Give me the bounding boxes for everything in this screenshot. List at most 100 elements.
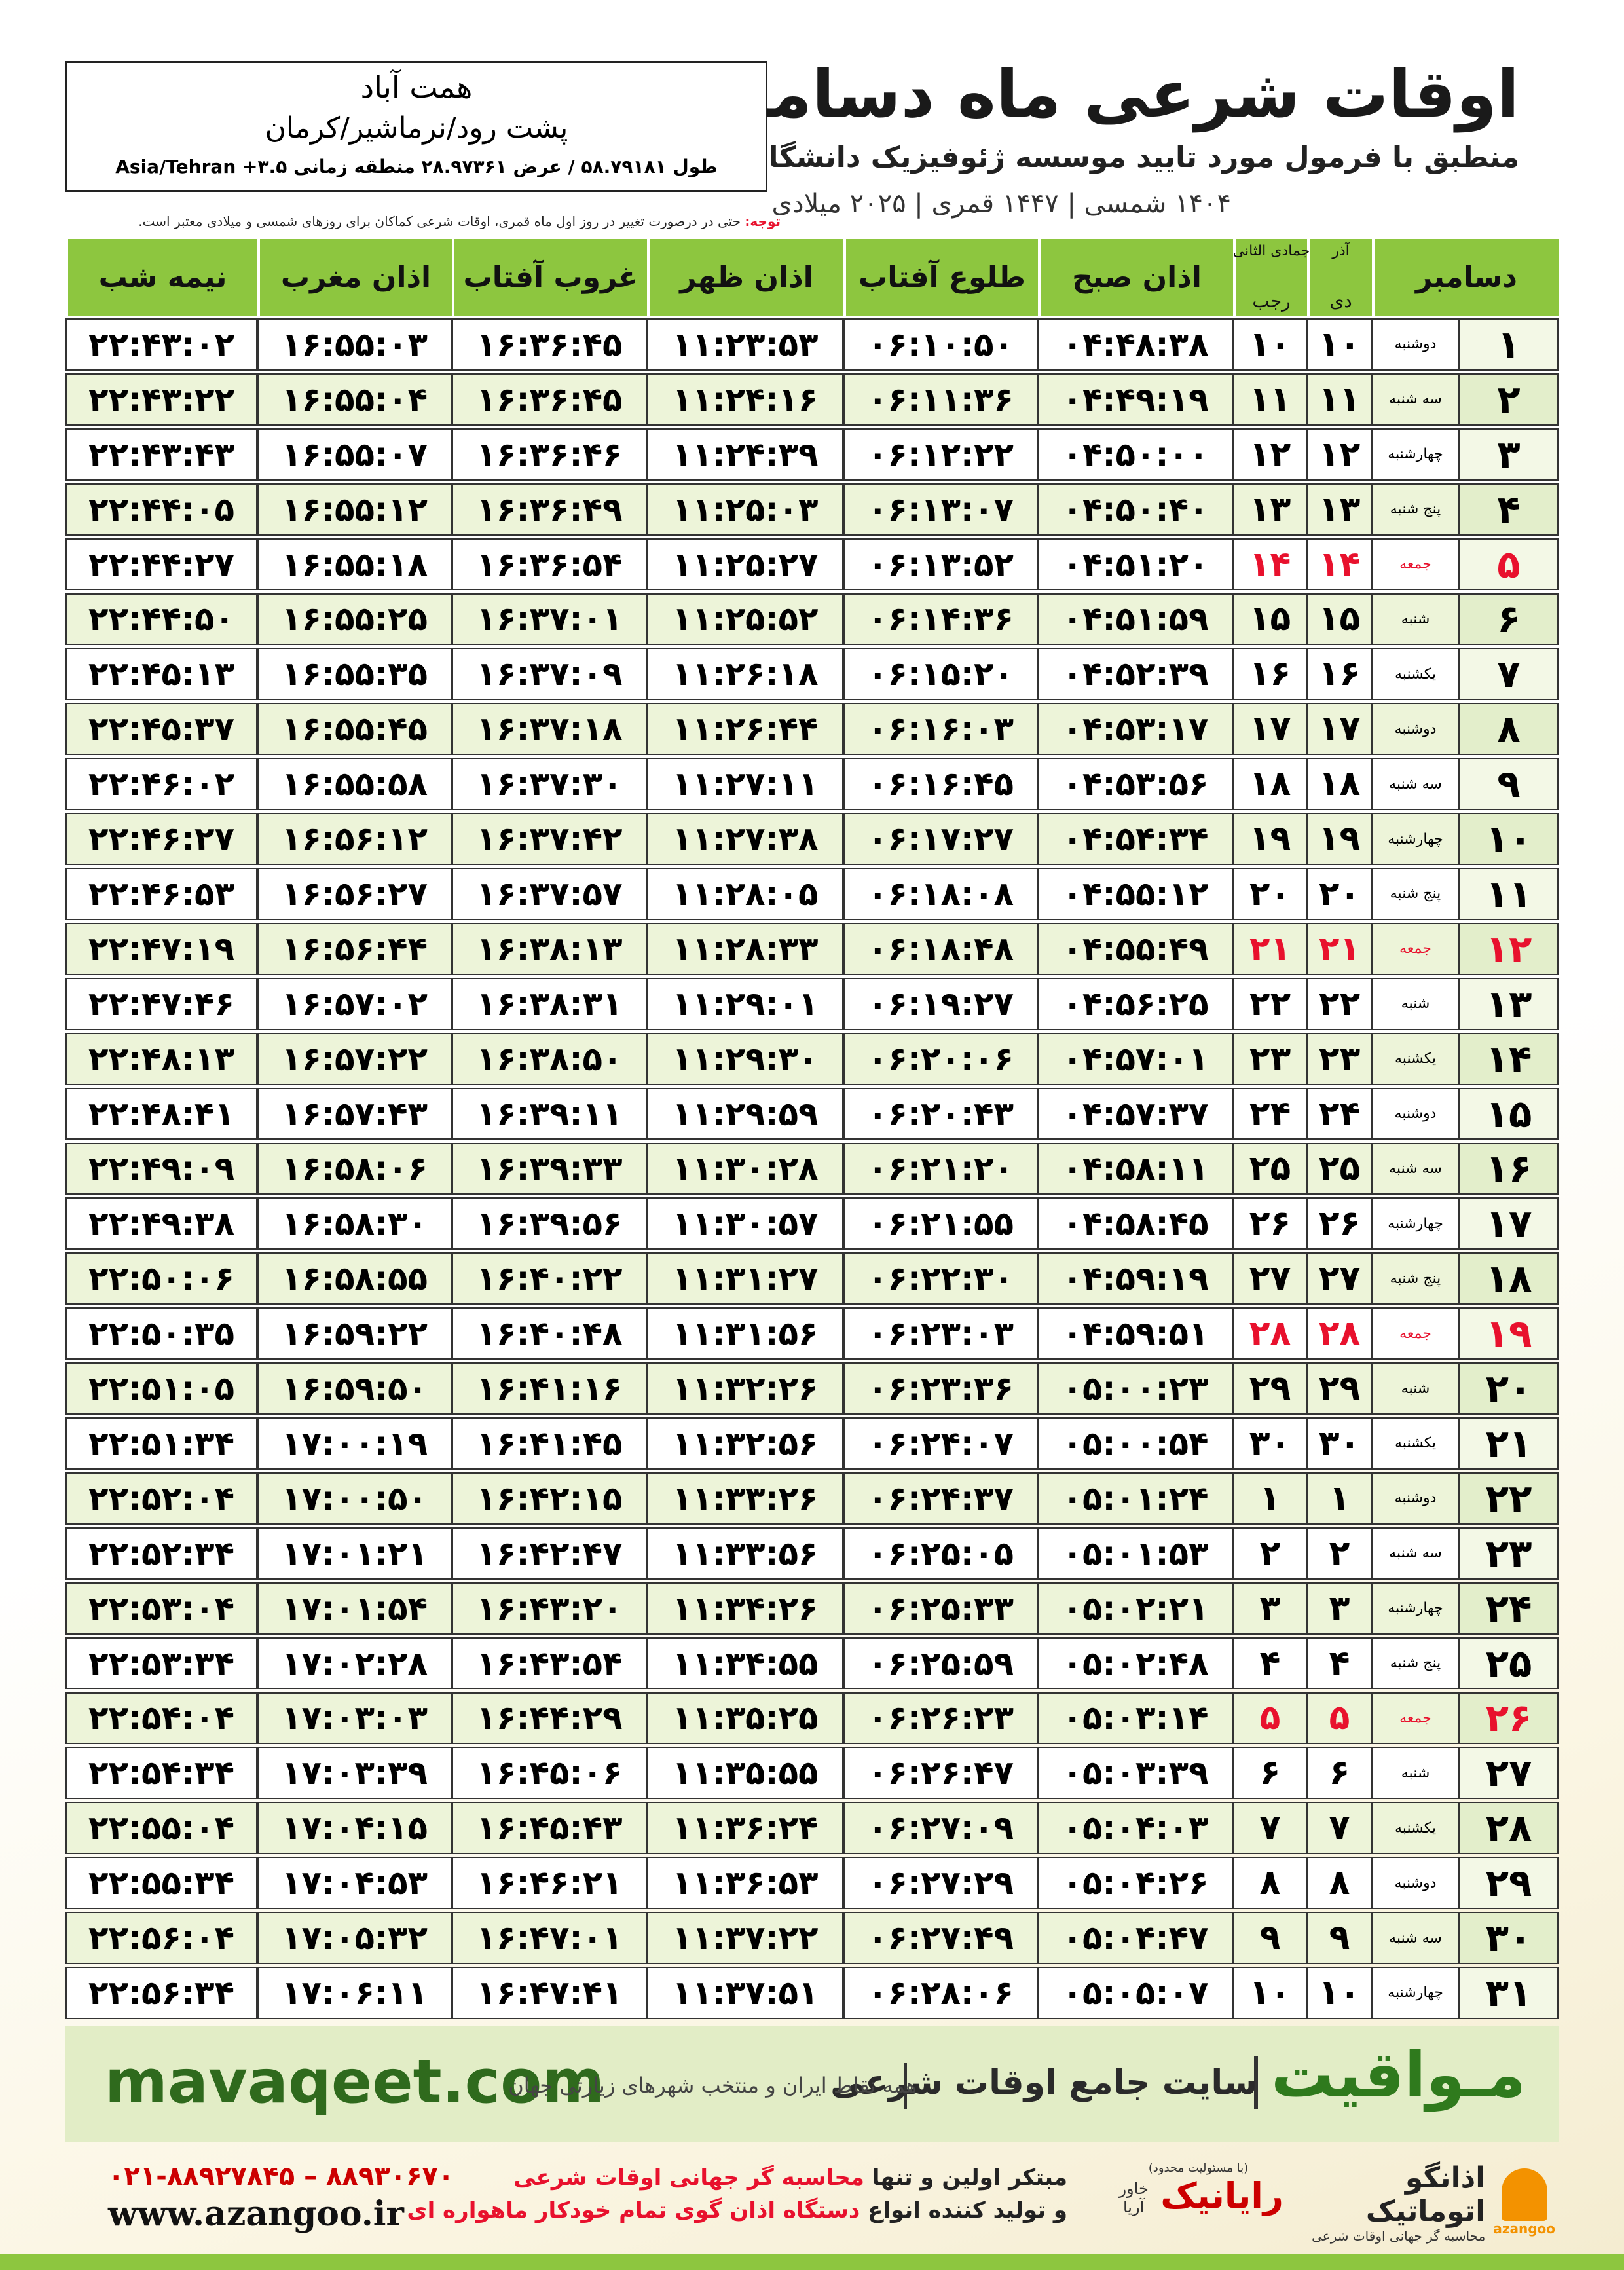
logo-mark: azangoo (1493, 2221, 1555, 2237)
time: ۰۶:۲۱:۵۵ (843, 1197, 1038, 1250)
logo-sub: خاور آریا (1118, 2180, 1149, 2216)
separator (904, 2063, 907, 2109)
weekday: جمعه (1372, 538, 1459, 591)
day: ۸ (1459, 703, 1559, 756)
lunar-day: ۱۳ (1233, 483, 1307, 536)
time: ۱۱:۲۸:۰۵ (647, 868, 843, 920)
weekday: یکشنبه (1372, 1802, 1459, 1855)
solar-day: ۷ (1307, 1802, 1372, 1855)
day: ۲۰ (1459, 1362, 1559, 1415)
time: ۲۲:۵۱:۳۴ (65, 1417, 257, 1470)
website: www.azangoo.ir (108, 2194, 404, 2234)
solar-day: ۲۴ (1307, 1087, 1372, 1140)
text: و تولید کننده انواع (868, 2197, 1067, 2223)
time: ۰۴:۵۴:۳۴ (1038, 813, 1233, 865)
time: ۱۱:۲۴:۳۹ (647, 428, 843, 481)
time: ۱۱:۳۳:۵۶ (647, 1527, 843, 1580)
time: ۲۲:۵۰:۰۶ (65, 1252, 257, 1305)
solar-day: ۱۵ (1307, 593, 1372, 646)
day: ۱۲ (1459, 922, 1559, 975)
lunar-day: ۱۱ (1233, 373, 1307, 426)
time: ۱۶:۳۷:۴۲ (452, 813, 647, 865)
time: ۰۴:۵۱:۵۹ (1038, 593, 1233, 646)
day: ۵ (1459, 538, 1559, 591)
column-header: اذان مغرب (257, 239, 452, 316)
time: ۰۴:۵۶:۲۵ (1038, 977, 1233, 1030)
time: ۱۶:۴۵:۰۶ (452, 1747, 647, 1800)
solar-day: ۱۶ (1307, 648, 1372, 701)
time: ۱۶:۵۷:۰۲ (257, 977, 452, 1030)
time: ۱۱:۳۱:۲۷ (647, 1252, 843, 1305)
time: ۲۲:۵۳:۳۴ (65, 1637, 257, 1690)
time: ۱۶:۴۵:۴۳ (452, 1802, 647, 1855)
time: ۰۶:۲۵:۳۳ (843, 1582, 1038, 1635)
weekday: سه شنبه (1372, 1527, 1459, 1580)
logo-sub: محاسبه گر جهانی اوقات شرعی (1312, 2228, 1486, 2244)
time: ۰۵:۰۳:۳۹ (1038, 1747, 1233, 1800)
solar-day: ۲۳ (1307, 1032, 1372, 1085)
day: ۹ (1459, 758, 1559, 811)
time: ۰۴:۴۹:۱۹ (1038, 373, 1233, 426)
solar-day: ۲۱ (1307, 922, 1372, 975)
time: ۱۶:۵۵:۰۴ (257, 373, 452, 426)
time: ۱۷:۰۱:۲۱ (257, 1527, 452, 1580)
time: ۱۶:۳۶:۴۶ (452, 428, 647, 481)
time: ۰۵:۰۱:۲۴ (1038, 1472, 1233, 1525)
lunar-day: ۲۷ (1233, 1252, 1307, 1305)
time: ۱۱:۲۹:۳۰ (647, 1032, 843, 1085)
time: ۲۲:۴۹:۳۸ (65, 1197, 257, 1250)
lunar-day: ۲۱ (1233, 922, 1307, 975)
time: ۱۱:۳۰:۵۷ (647, 1197, 843, 1250)
time: ۰۶:۲۰:۰۶ (843, 1032, 1038, 1085)
lunar-day: ۱۹ (1233, 813, 1307, 865)
time: ۲۲:۵۶:۳۴ (65, 1967, 257, 2019)
time: ۰۴:۵۹:۱۹ (1038, 1252, 1233, 1305)
weekday: دوشنبه (1372, 1857, 1459, 1910)
solar-day: ۱۲ (1307, 428, 1372, 481)
weekday: جمعه (1372, 1307, 1459, 1360)
column-header: آذر دی (1307, 239, 1372, 316)
time: ۱۱:۲۳:۵۳ (647, 318, 843, 371)
solar-day: ۸ (1307, 1857, 1372, 1910)
weekday: چهارشنبه (1372, 1582, 1459, 1635)
solar-day: ۱۰ (1307, 1967, 1372, 2019)
day: ۲۸ (1459, 1802, 1559, 1855)
time: ۰۶:۲۷:۰۹ (843, 1802, 1038, 1855)
column-header: نیمه شب (65, 239, 257, 316)
lunar-day: ۱۰ (1233, 1967, 1307, 2019)
lunar-day: ۲۳ (1233, 1032, 1307, 1085)
weekday: یکشنبه (1372, 1417, 1459, 1470)
time: ۲۲:۵۵:۰۴ (65, 1802, 257, 1855)
bottom-strip (0, 2254, 1624, 2270)
brand: مـواقیت (1270, 2038, 1526, 2112)
time: ۰۶:۲۵:۰۵ (843, 1527, 1038, 1580)
time: ۱۶:۳۷:۰۹ (452, 648, 647, 701)
weekday: شنبه (1372, 1362, 1459, 1415)
time: ۱۷:۰۱:۵۴ (257, 1582, 452, 1635)
time: ۱۱:۳۴:۲۶ (647, 1582, 843, 1635)
weekday: جمعه (1372, 1692, 1459, 1745)
day: ۳ (1459, 428, 1559, 481)
footer-banner (65, 2026, 1559, 2142)
time: ۰۴:۵۲:۳۹ (1038, 648, 1233, 701)
time: ۰۶:۲۸:۰۶ (843, 1967, 1038, 2019)
time: ۱۶:۴۶:۲۱ (452, 1857, 647, 1910)
time: ۰۶:۲۶:۴۷ (843, 1747, 1038, 1800)
time: ۰۶:۲۱:۲۰ (843, 1142, 1038, 1195)
weekday: پنج شنبه (1372, 1252, 1459, 1305)
time: ۱۷:۰۰:۵۰ (257, 1472, 452, 1525)
time: ۲۲:۴۳:۴۳ (65, 428, 257, 481)
time: ۰۴:۵۰:۰۰ (1038, 428, 1233, 481)
time: ۱۶:۴۳:۲۰ (452, 1582, 647, 1635)
day: ۳۱ (1459, 1967, 1559, 2019)
time: ۲۲:۴۴:۲۷ (65, 538, 257, 591)
time: ۰۶:۱۵:۲۰ (843, 648, 1038, 701)
time: ۰۶:۱۴:۳۶ (843, 593, 1038, 646)
solar-day: ۲ (1307, 1527, 1372, 1580)
weekday: دوشنبه (1372, 1087, 1459, 1140)
column-header: اذان صبح (1038, 239, 1233, 316)
time: ۰۴:۵۳:۵۶ (1038, 758, 1233, 811)
location-box: همت آباد پشت رود/نرماشیر/کرمان طول ۵۸.۷۹… (65, 61, 767, 192)
time: ۲۲:۴۵:۱۳ (65, 648, 257, 701)
solar-day: ۱۴ (1307, 538, 1372, 591)
